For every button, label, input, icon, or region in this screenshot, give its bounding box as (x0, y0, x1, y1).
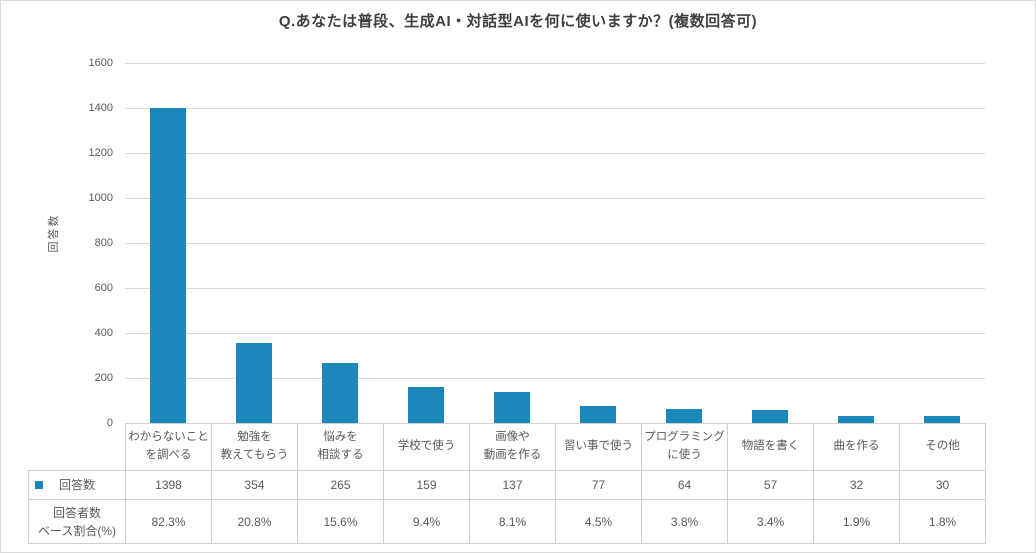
category-cell: 勉強を 教えてもらう (211, 423, 298, 471)
percent-cell: 3.8% (641, 499, 728, 544)
bar (666, 408, 702, 423)
category-cell: 悩みを 相談する (297, 423, 384, 471)
y-tick-label: 1600 (88, 57, 113, 69)
gridline (125, 198, 985, 199)
gridline (125, 288, 985, 289)
bar (494, 392, 530, 423)
gridline (125, 378, 985, 379)
chart-title: Q.あなたは普段、生成AI・対話型AIを何に使いますか？(複数回答可) (278, 13, 758, 30)
bar (924, 416, 960, 423)
table-corner-spacer (29, 424, 126, 471)
gridline (125, 243, 985, 244)
percent-cell: 8.1% (469, 499, 556, 544)
category-cell: 物語を書く (727, 423, 814, 471)
data-table: わからないこと を調べる 勉強を 教えてもらう 悩みを 相談する 学校で使う 画像や 動画を作る… (28, 423, 986, 544)
percent-cell: 4.5% (555, 499, 642, 544)
gridline (125, 333, 985, 334)
percent-row-header: 回答者数 ベース割合(%) (28, 499, 126, 544)
count-cell: 64 (641, 470, 728, 500)
count-cell: 77 (555, 470, 642, 500)
category-cell: 曲を作る (813, 423, 900, 471)
gridline (125, 153, 985, 154)
category-cell: 画像や 動画を作る (469, 423, 556, 471)
bar (838, 415, 874, 423)
counts-row-label: 回答数 (58, 478, 95, 492)
count-cell: 32 (813, 470, 900, 500)
y-tick-label: 200 (94, 372, 113, 384)
gridline (125, 108, 985, 109)
percent-cell: 3.4% (727, 499, 814, 544)
bar (150, 108, 186, 423)
count-cell: 159 (383, 470, 470, 500)
category-cell: プログラミング に使う (641, 423, 728, 471)
y-tick-label: 0 (106, 417, 113, 429)
bar (322, 363, 358, 423)
y-axis-tick-labels: 1600 1400 1200 1000 800 600 400 200 0 (59, 1, 113, 431)
bar (408, 387, 444, 423)
y-tick-label: 800 (94, 237, 113, 249)
y-tick-label: 1400 (88, 102, 113, 114)
percent-cell: 20.8% (211, 499, 298, 544)
bar (580, 405, 616, 423)
y-tick-label: 1000 (88, 192, 113, 204)
plot-area (125, 63, 985, 423)
percent-cell: 82.3% (125, 499, 212, 544)
percent-cell: 1.9% (813, 499, 900, 544)
bar (752, 410, 788, 423)
category-cell: その他 (899, 423, 986, 471)
y-tick-label: 600 (94, 282, 113, 294)
category-cell: 習い事で使う (555, 423, 642, 471)
percent-cell: 9.4% (383, 499, 470, 544)
counts-row-header: 回答数 (28, 470, 126, 500)
count-cell: 354 (211, 470, 298, 500)
count-cell: 1398 (125, 470, 212, 500)
percent-cell: 15.6% (297, 499, 384, 544)
gridline (125, 63, 985, 64)
bar (236, 343, 272, 423)
percent-cell: 1.8% (899, 499, 986, 544)
count-cell: 30 (899, 470, 986, 500)
category-cell: わからないこと を調べる (125, 423, 212, 471)
y-tick-label: 1200 (88, 147, 113, 159)
category-cell: 学校で使う (383, 423, 470, 471)
count-cell: 137 (469, 470, 556, 500)
legend-marker (35, 481, 43, 489)
count-cell: 57 (727, 470, 814, 500)
y-tick-label: 400 (94, 327, 113, 339)
count-cell: 265 (297, 470, 384, 500)
